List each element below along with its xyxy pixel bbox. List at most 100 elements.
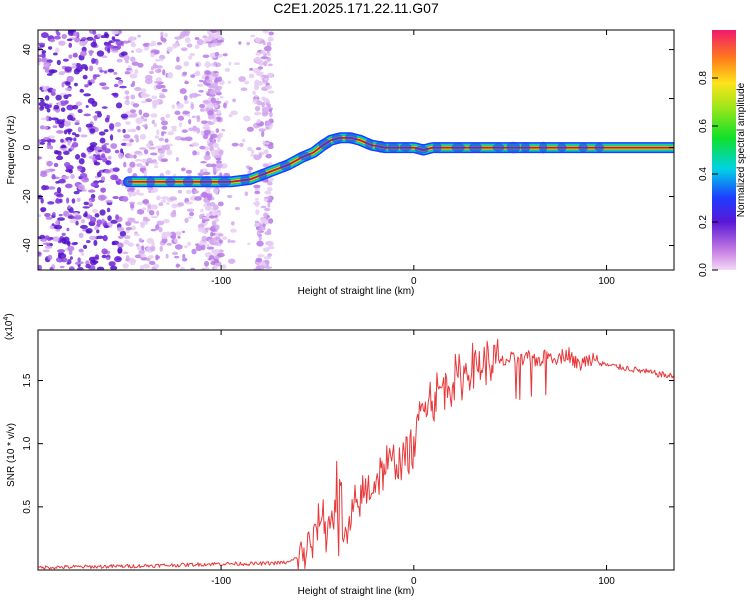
spectrogram-noise-cell <box>173 173 177 177</box>
spectrogram-noise-cell <box>130 94 136 100</box>
spectrogram-noise-cell <box>161 37 167 43</box>
spectrogram-noise-cell <box>171 104 176 109</box>
spectrogram-noise-cell <box>127 217 136 223</box>
spectrogram-ridge-blob <box>365 138 374 150</box>
spectrogram-noise-cell <box>153 80 160 84</box>
spectrogram-noise-cell <box>204 82 212 86</box>
spectrogram-noise-cell <box>209 239 217 246</box>
spectrogram-noise-cell <box>161 196 169 200</box>
spectrogram-noise-cell <box>187 241 191 247</box>
spectrogram-noise-cell <box>56 119 65 125</box>
spectrogram-noise-cell <box>84 84 89 88</box>
spectrogram-noise-cell <box>73 82 78 87</box>
spectrogram-noise-cell <box>63 120 71 127</box>
spectrogram-noise-cell <box>120 113 129 119</box>
spectrogram-noise-cell <box>150 66 154 71</box>
spectrogram-y-tick-label: -40 <box>22 238 33 253</box>
spectrogram-noise-cell <box>200 192 209 198</box>
spectrogram-noise-cell <box>52 212 56 217</box>
spectrogram-noise-cell <box>150 52 155 58</box>
spectrogram-noise-cell <box>249 67 254 71</box>
spectrogram-noise-cell <box>137 62 144 68</box>
spectrogram-noise-cell <box>207 205 212 210</box>
spectrogram-noise-cell <box>228 61 232 66</box>
spectrogram-noise-cell <box>155 58 160 62</box>
spectrogram-noise-cell <box>265 84 273 90</box>
spectrogram-noise-cell <box>96 171 102 178</box>
colorbar-label: Normalized spectral amplitude <box>736 82 747 217</box>
spectrogram-noise-cell <box>143 170 147 177</box>
spectrogram-noise-cell <box>258 235 262 242</box>
spectrogram-noise-cell <box>77 257 81 263</box>
spectrogram-noise-cell <box>254 197 259 201</box>
spectrogram-noise-cell <box>75 62 81 67</box>
spectrogram-noise-cell <box>207 194 212 201</box>
spectrogram-ridge-blob <box>182 177 194 187</box>
spectrogram-noise-cell <box>135 243 140 247</box>
spectrogram-noise-cell <box>264 266 273 269</box>
spectrogram-noise-cell <box>58 179 66 184</box>
spectrogram-noise-cell <box>142 263 150 269</box>
spectrogram-noise-cell <box>133 221 140 224</box>
spectrogram-noise-cell <box>191 142 200 147</box>
spectrogram-noise-cell <box>40 117 47 121</box>
spectrogram-noise-cell <box>102 235 108 242</box>
spectrogram-noise-cell <box>120 142 128 146</box>
spectrogram-ridge-blob <box>146 176 155 188</box>
spectrogram-noise-cell <box>263 60 268 67</box>
spectrogram-noise-cell <box>254 94 259 98</box>
spectrogram-noise-cell <box>118 152 124 159</box>
spectrogram-noise-cell <box>267 177 274 182</box>
spectrogram-noise-cell <box>94 225 99 231</box>
spectrogram-noise-cell <box>48 69 56 74</box>
spectrogram-noise-cell <box>155 68 162 74</box>
spectrogram-x-tick-label: 100 <box>598 276 615 287</box>
spectrogram-noise-cell <box>134 86 142 92</box>
spectrogram-noise-cell <box>143 149 149 155</box>
spectrogram-image <box>38 30 674 270</box>
colorbar-tick-label: 0.2 <box>698 215 709 229</box>
spectrogram-noise-cell <box>85 263 91 269</box>
spectrogram-noise-cell <box>156 195 161 201</box>
spectrogram-noise-cell <box>199 169 204 175</box>
spectrogram-noise-cell <box>139 167 143 172</box>
spectrogram-noise-cell <box>160 158 168 162</box>
spectrogram-noise-cell <box>267 144 274 150</box>
spectrogram-noise-cell <box>51 88 57 93</box>
spectrogram-y-tick-label: 0 <box>22 144 33 150</box>
spectrogram-noise-cell <box>110 48 119 51</box>
spectrogram-noise-cell <box>164 32 168 38</box>
spectrogram-ridge-blob <box>199 176 213 188</box>
spectrogram-noise-cell <box>96 229 100 234</box>
spectrogram-noise-cell <box>215 85 223 90</box>
spectrogram-noise-cell <box>150 40 157 46</box>
spectrogram-noise-cell <box>62 58 69 62</box>
spectrogram-noise-cell <box>266 41 272 48</box>
spectrogram-noise-cell <box>251 149 255 155</box>
spectrogram-noise-cell <box>64 183 73 189</box>
spectrogram-noise-cell <box>108 261 116 267</box>
spectrogram-noise-cell <box>215 157 221 161</box>
spectrogram-noise-cell <box>263 45 272 52</box>
spectrogram-noise-cell <box>43 63 50 68</box>
spectrogram-noise-cell <box>40 98 45 103</box>
spectrogram-noise-cell <box>262 40 266 46</box>
spectrogram-noise-cell <box>248 166 253 171</box>
spectrogram-noise-cell <box>105 199 113 203</box>
spectrogram-noise-cell <box>184 136 193 142</box>
spectrogram-noise-cell <box>85 228 93 234</box>
spectrogram-noise-cell <box>229 240 236 243</box>
spectrogram-noise-cell <box>142 112 150 118</box>
spectrogram-noise-cell <box>161 88 168 93</box>
spectrogram-noise-cell <box>255 147 262 151</box>
spectrogram-noise-cell <box>111 30 119 35</box>
spectrogram-noise-cell <box>122 138 130 142</box>
spectrogram-noise-cell <box>214 224 220 230</box>
spectrogram-noise-cell <box>268 72 274 79</box>
spectrogram-noise-cell <box>77 109 83 114</box>
spectrogram-noise-cell <box>66 227 70 232</box>
spectrogram-noise-cell <box>150 113 158 118</box>
spectrogram-noise-cell <box>117 235 124 239</box>
spectrogram-noise-cell <box>200 208 204 213</box>
spectrogram-noise-cell <box>113 71 118 75</box>
